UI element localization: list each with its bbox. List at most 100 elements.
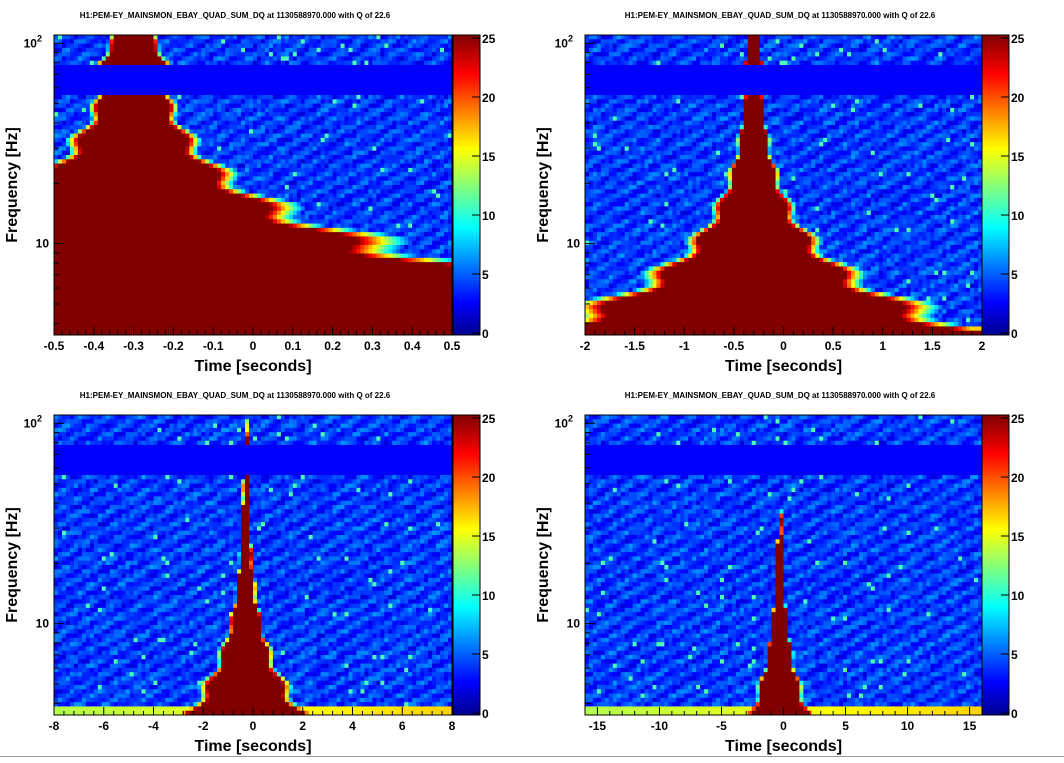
- heat-cell: [201, 52, 205, 57]
- heat-cell: [301, 52, 305, 57]
- heat-cell: [360, 61, 364, 66]
- heat-cell: [181, 69, 185, 74]
- heat-cell: [245, 69, 249, 74]
- heat-cell: [341, 69, 345, 74]
- heat-cell: [408, 74, 412, 79]
- heat-cell: [102, 78, 106, 83]
- heat-cell: [424, 35, 428, 40]
- heat-cell: [118, 65, 122, 70]
- heat-cell: [349, 56, 353, 61]
- heat-cell: [428, 78, 432, 83]
- heat-cell: [54, 82, 58, 87]
- heat-cell: [157, 56, 161, 61]
- heat-cell: [388, 56, 392, 61]
- heat-cell: [305, 39, 309, 44]
- heat-cell: [114, 82, 118, 87]
- heat-cell: [384, 39, 388, 44]
- heat-cell: [428, 35, 432, 40]
- heat-cell: [297, 69, 301, 74]
- heat-cell: [253, 39, 257, 44]
- heat-cell: [161, 52, 165, 57]
- heat-cell: [289, 35, 293, 40]
- heat-cell: [416, 52, 420, 57]
- heat-cell: [257, 69, 261, 74]
- heat-cell: [221, 65, 225, 70]
- heat-cell: [349, 65, 353, 70]
- heat-cell: [345, 69, 349, 74]
- heat-cell: [353, 52, 357, 57]
- heat-cell: [285, 44, 289, 49]
- heat-cell: [349, 48, 353, 53]
- heat-cell: [201, 61, 205, 66]
- heat-cell: [269, 65, 273, 70]
- heat-cell: [265, 74, 269, 79]
- heat-cell: [309, 44, 313, 49]
- heat-cell: [253, 48, 257, 53]
- heat-cell: [341, 48, 345, 53]
- heat-cell: [169, 65, 173, 70]
- heat-cell: [122, 69, 126, 74]
- heat-cell: [364, 78, 368, 83]
- heat-cell: [177, 35, 181, 40]
- heat-cell: [58, 35, 62, 40]
- heat-cell: [313, 82, 317, 87]
- heat-cell: [436, 78, 440, 83]
- heat-cell: [142, 65, 146, 70]
- heat-cell: [257, 35, 261, 40]
- heat-cell: [106, 39, 110, 44]
- heat-cell: [185, 74, 189, 79]
- heat-cell: [356, 65, 360, 70]
- heat-cell: [154, 78, 158, 83]
- heat-cell: [62, 78, 66, 83]
- heat-cell: [193, 74, 197, 79]
- heat-cell: [360, 39, 364, 44]
- heat-cell: [209, 35, 213, 40]
- heat-cell: [285, 69, 289, 74]
- heat-cell: [70, 82, 74, 87]
- heat-cell: [86, 44, 90, 49]
- heat-cell: [416, 56, 420, 61]
- heat-cell: [217, 44, 221, 49]
- heat-cell: [305, 74, 309, 79]
- heat-cell: [388, 39, 392, 44]
- heat-cell: [301, 56, 305, 61]
- heat-cell: [396, 48, 400, 53]
- heat-cell: [197, 35, 201, 40]
- heat-cell: [404, 74, 408, 79]
- heat-cell: [408, 56, 412, 61]
- heat-cell: [185, 39, 189, 44]
- heat-cell: [273, 78, 277, 83]
- heat-cell: [376, 56, 380, 61]
- heat-cell: [412, 65, 416, 70]
- heat-cell: [213, 52, 217, 57]
- heat-cell: [169, 56, 173, 61]
- heat-cell: [364, 74, 368, 79]
- heat-cell: [173, 44, 177, 49]
- heat-cell: [134, 61, 138, 66]
- heat-cell: [134, 39, 138, 44]
- heat-cell: [193, 39, 197, 44]
- heat-cell: [126, 69, 130, 74]
- heat-cell: [78, 35, 82, 40]
- heat-cell: [185, 61, 189, 66]
- heat-cell: [325, 39, 329, 44]
- heat-cell: [229, 35, 233, 40]
- heat-cell: [345, 74, 349, 79]
- heat-cell: [313, 56, 317, 61]
- heat-cell: [126, 56, 130, 61]
- heat-cell: [138, 78, 142, 83]
- heat-cell: [173, 35, 177, 40]
- heat-cell: [281, 65, 285, 70]
- heat-cell: [82, 35, 86, 40]
- heat-cell: [253, 56, 257, 61]
- heat-cell: [412, 56, 416, 61]
- heat-cell: [189, 82, 193, 87]
- heat-cell: [58, 65, 62, 70]
- heat-cell: [317, 65, 321, 70]
- heat-cell: [161, 35, 165, 40]
- heat-cell: [110, 69, 114, 74]
- heat-cell: [189, 44, 193, 49]
- heat-cell: [432, 65, 436, 70]
- heat-cell: [62, 82, 66, 87]
- heat-cell: [82, 69, 86, 74]
